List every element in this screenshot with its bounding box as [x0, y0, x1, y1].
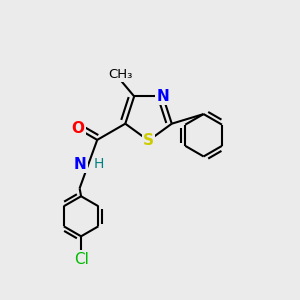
Text: S: S [143, 133, 154, 148]
Text: H: H [94, 157, 104, 171]
Text: N: N [157, 89, 169, 104]
Text: N: N [74, 157, 87, 172]
Text: O: O [72, 121, 85, 136]
Text: CH₃: CH₃ [109, 68, 133, 81]
Text: Cl: Cl [74, 252, 88, 267]
